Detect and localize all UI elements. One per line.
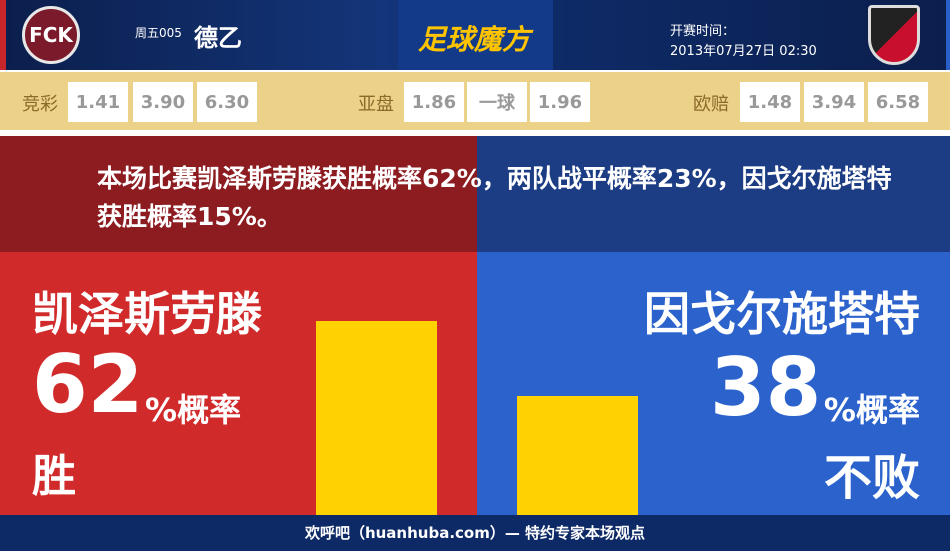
brand-panel xyxy=(398,0,553,70)
league-name: 德乙 xyxy=(194,24,242,52)
away-percent: 38 xyxy=(710,341,822,434)
kickoff-time: 2013年07月27日 02:30 xyxy=(670,44,817,59)
away-team-logo xyxy=(868,5,920,65)
odds-value: 6.30 xyxy=(197,82,257,122)
away-percent-unit: %概率 xyxy=(823,391,920,429)
summary-panel-right xyxy=(477,136,950,252)
odds-value: 1.48 xyxy=(740,82,800,122)
home-outcome: 胜 xyxy=(32,451,76,502)
summary-panel-left xyxy=(0,136,477,252)
odds-value: 1.86 xyxy=(404,82,464,122)
home-probability-bar xyxy=(316,321,437,515)
away-outcome: 不败 xyxy=(823,450,920,506)
probability-summary: 本场比赛凯泽斯劳滕获胜概率62%，两队战平概率23%，因戈尔施塔特获胜概率15%… xyxy=(97,164,892,231)
away-team-name: 因戈尔施塔特 xyxy=(644,287,920,341)
odds-value: 6.58 xyxy=(868,82,928,122)
home-percent: 62 xyxy=(32,338,144,431)
yapan-label: 亚盘 xyxy=(358,94,394,115)
odds-value: 1.96 xyxy=(530,82,590,122)
odds-value: 一球 xyxy=(467,82,527,122)
odds-value: 3.90 xyxy=(133,82,193,122)
home-team-logo: FCK xyxy=(22,6,80,64)
brand-logo: 足球魔方 xyxy=(418,23,531,56)
home-team-name: 凯泽斯劳滕 xyxy=(32,287,262,341)
jingcai-label: 竞彩 xyxy=(22,94,58,115)
odds-value: 1.41 xyxy=(68,82,128,122)
oupei-label: 欧赔 xyxy=(693,94,729,115)
kickoff-label: 开赛时间： xyxy=(670,24,736,39)
match-round: 周五005 xyxy=(135,26,182,40)
away-probability-bar xyxy=(517,396,638,515)
home-percent-unit: %概率 xyxy=(145,391,242,429)
odds-value: 3.94 xyxy=(804,82,864,122)
footer-credit: 欢呼吧（huanhuba.com）— 特约专家本场观点 xyxy=(0,515,950,551)
